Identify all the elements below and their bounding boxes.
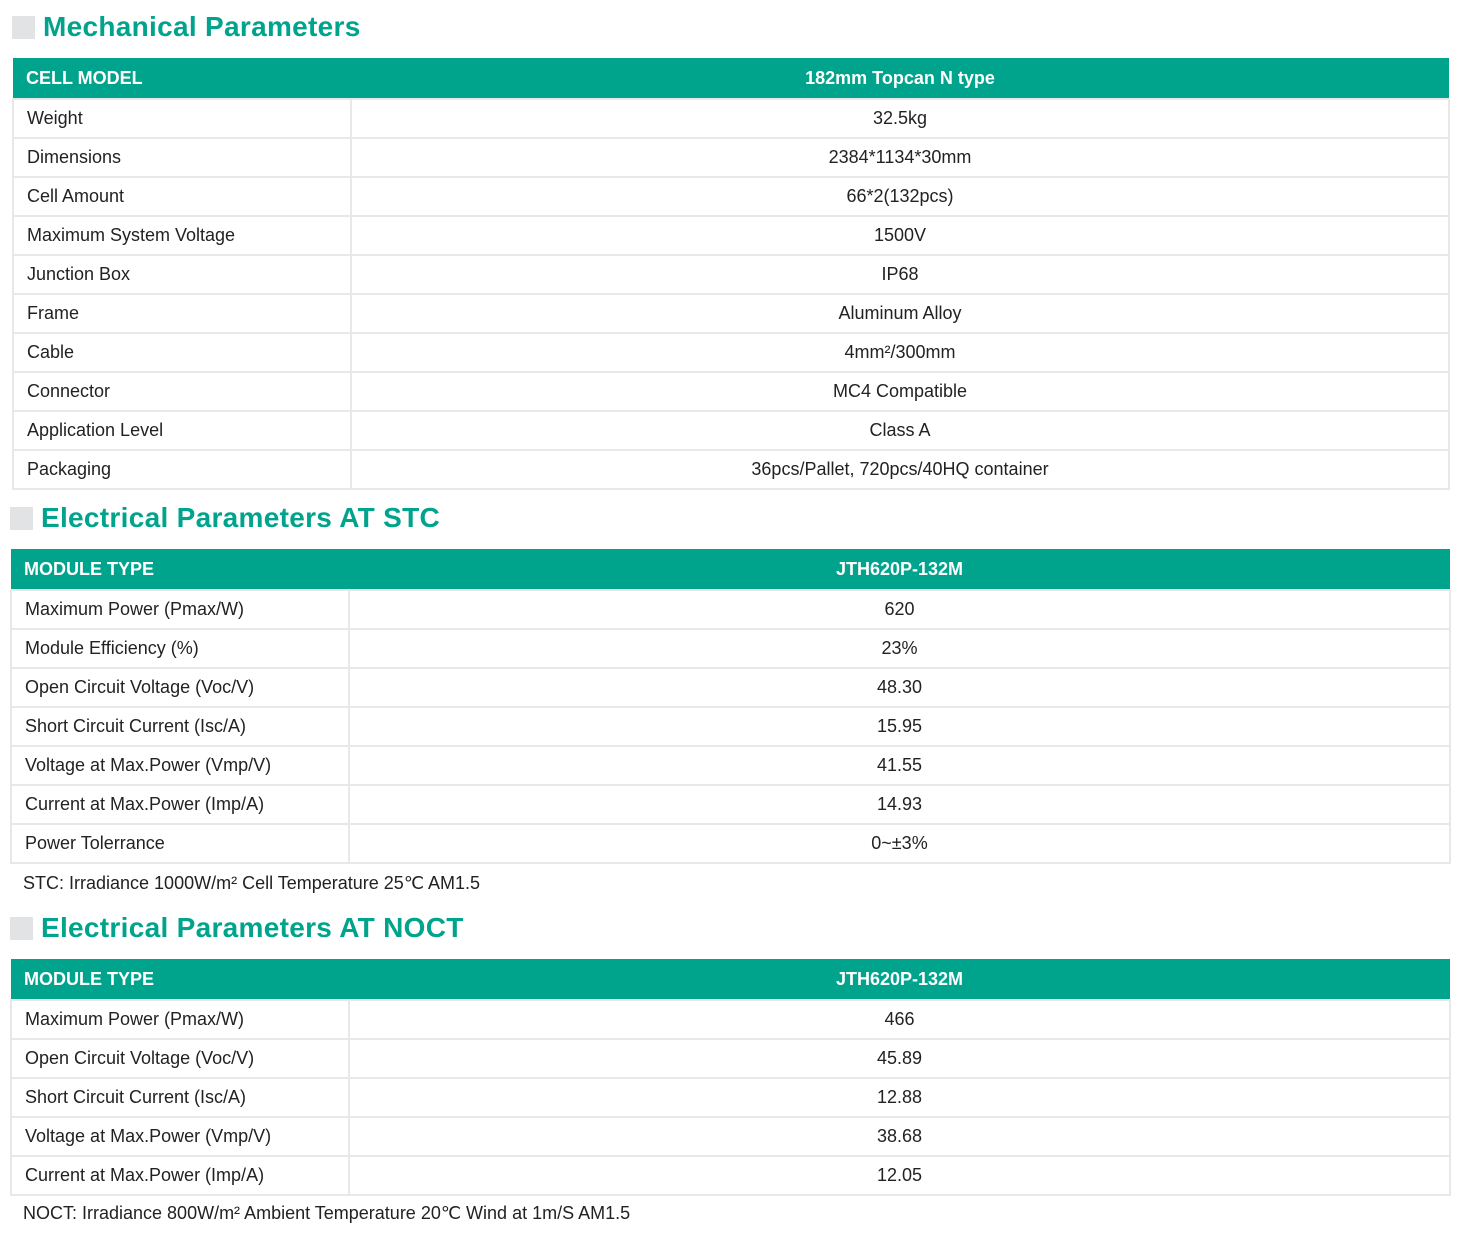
param-value: 12.88 — [348, 1077, 1451, 1118]
table-row: Power Tolerrance 0~±3% — [10, 823, 1451, 864]
param-value: 15.95 — [348, 706, 1451, 747]
table-row: Short Circuit Current (Isc/A) 15.95 — [10, 706, 1451, 747]
section-marker-icon — [10, 506, 33, 530]
section-heading: Electrical Parameters AT STC — [10, 498, 1461, 538]
param-value: 32.5kg — [350, 98, 1450, 139]
table-row: Packaging 36pcs/Pallet, 720pcs/40HQ conta… — [12, 449, 1450, 490]
header-label: CELL MODEL — [13, 58, 351, 99]
param-value: 12.05 — [348, 1155, 1451, 1196]
table-row: Connector MC4 Compatible — [12, 371, 1450, 412]
section-title: Electrical Parameters AT STC — [41, 502, 441, 533]
param-label: Voltage at Max.Power (Vmp/V) — [10, 745, 350, 786]
table-header-row: CELL MODEL 182mm Topcan N type — [13, 58, 1449, 99]
param-label: Power Tolerrance — [10, 823, 350, 864]
noct-section: Electrical Parameters AT NOCT — [10, 908, 1461, 948]
param-label: Short Circuit Current (Isc/A) — [10, 706, 350, 747]
section-title: Mechanical Parameters — [43, 11, 361, 42]
param-value: 36pcs/Pallet, 720pcs/40HQ container — [350, 449, 1450, 490]
param-label: Module Efficiency (%) — [10, 628, 350, 669]
param-label: Voltage at Max.Power (Vmp/V) — [10, 1116, 350, 1157]
param-label: Packaging — [12, 449, 352, 490]
param-label: Maximum Power (Pmax/W) — [10, 999, 350, 1040]
table-row: Maximum Power (Pmax/W) 620 — [10, 589, 1451, 630]
param-label: Short Circuit Current (Isc/A) — [10, 1077, 350, 1118]
table-row: Frame Aluminum Alloy — [12, 293, 1450, 334]
param-label: Maximum Power (Pmax/W) — [10, 589, 350, 630]
param-value: 466 — [348, 999, 1451, 1040]
param-value: MC4 Compatible — [350, 371, 1450, 412]
header-label: MODULE TYPE — [11, 959, 349, 1000]
stc-note: STC: Irradiance 1000W/m² Cell Temperatur… — [23, 873, 481, 893]
param-label: Frame — [12, 293, 352, 334]
table-row: Open Circuit Voltage (Voc/V) 45.89 — [10, 1038, 1451, 1079]
header-label: MODULE TYPE — [11, 549, 349, 590]
param-value: IP68 — [350, 254, 1450, 295]
section-marker-icon — [10, 916, 33, 940]
table-row: Application Level Class A — [12, 410, 1450, 451]
param-label: Junction Box — [12, 254, 352, 295]
table-row: Voltage at Max.Power (Vmp/V) 38.68 — [10, 1116, 1451, 1157]
table-row: Cell Amount 66*2(132pcs) — [12, 176, 1450, 217]
param-label: Connector — [12, 371, 352, 412]
table-row: Current at Max.Power (Imp/A) 12.05 — [10, 1155, 1451, 1196]
param-label: Maximum System Voltage — [12, 215, 352, 256]
param-label: Current at Max.Power (Imp/A) — [10, 784, 350, 825]
header-value: 182mm Topcan N type — [351, 58, 1449, 99]
table-header-row: MODULE TYPE JTH620P-132M — [11, 549, 1450, 590]
table-row: Module Efficiency (%) 23% — [10, 628, 1451, 669]
section-marker-icon — [12, 15, 35, 39]
param-value: 23% — [348, 628, 1451, 669]
param-value: 1500V — [350, 215, 1450, 256]
table-row: Maximum System Voltage 1500V — [12, 215, 1450, 256]
param-label: Dimensions — [12, 137, 352, 178]
table-row: Junction Box IP68 — [12, 254, 1450, 295]
stc-section: Electrical Parameters AT STC — [10, 498, 1461, 538]
param-label: Cell Amount — [12, 176, 352, 217]
param-value: 38.68 — [348, 1116, 1451, 1157]
param-label: Application Level — [12, 410, 352, 451]
param-value: 14.93 — [348, 784, 1451, 825]
param-value: 2384*1134*30mm — [350, 137, 1450, 178]
section-title: Electrical Parameters AT NOCT — [41, 912, 464, 943]
table-row: Short Circuit Current (Isc/A) 12.88 — [10, 1077, 1451, 1118]
param-value: 41.55 — [348, 745, 1451, 786]
table-row: Open Circuit Voltage (Voc/V) 48.30 — [10, 667, 1451, 708]
table-row: Weight 32.5kg — [12, 98, 1450, 139]
table-row: Voltage at Max.Power (Vmp/V) 41.55 — [10, 745, 1451, 786]
section-heading: Mechanical Parameters — [12, 7, 1461, 47]
table-row: Current at Max.Power (Imp/A) 14.93 — [10, 784, 1451, 825]
table-row: Dimensions 2384*1134*30mm — [12, 137, 1450, 178]
param-value: Class A — [350, 410, 1450, 451]
mechanical-section: Mechanical Parameters — [12, 7, 1461, 47]
table-row: Cable 4mm²/300mm — [12, 332, 1450, 373]
section-heading: Electrical Parameters AT NOCT — [10, 908, 1461, 948]
param-value: 620 — [348, 589, 1451, 630]
param-value: 45.89 — [348, 1038, 1451, 1079]
noct-note: NOCT: Irradiance 800W/m² Ambient Tempera… — [23, 1203, 631, 1223]
param-value: 0~±3% — [348, 823, 1451, 864]
mechanical-table: CELL MODEL 182mm Topcan N type Weight 32.5k… — [12, 58, 1450, 490]
param-label: Cable — [12, 332, 352, 373]
param-label: Open Circuit Voltage (Voc/V) — [10, 1038, 350, 1079]
table-header-row: MODULE TYPE JTH620P-132M — [11, 959, 1450, 1000]
table-row: Maximum Power (Pmax/W) 466 — [10, 999, 1451, 1040]
stc-table: MODULE TYPE JTH620P-132M Maximum Power (Pm… — [10, 549, 1451, 864]
header-value: JTH620P-132M — [349, 959, 1450, 1000]
param-value: 66*2(132pcs) — [350, 176, 1450, 217]
param-value: 48.30 — [348, 667, 1451, 708]
param-label: Current at Max.Power (Imp/A) — [10, 1155, 350, 1196]
param-value: Aluminum Alloy — [350, 293, 1450, 334]
noct-table: MODULE TYPE JTH620P-132M Maximum Power (Pm… — [10, 959, 1451, 1196]
header-value: JTH620P-132M — [349, 549, 1450, 590]
param-label: Open Circuit Voltage (Voc/V) — [10, 667, 350, 708]
param-value: 4mm²/300mm — [350, 332, 1450, 373]
param-label: Weight — [12, 98, 352, 139]
